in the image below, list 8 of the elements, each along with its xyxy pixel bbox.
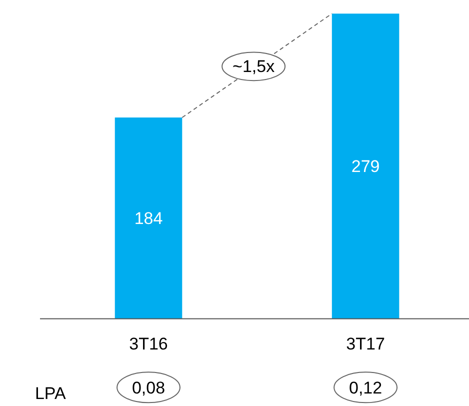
text: 0,08 <box>132 378 166 398</box>
data-label: 279 <box>351 157 380 176</box>
text: 0,12 <box>349 378 382 398</box>
annotation: ~1,5x <box>232 56 276 76</box>
text: LPA <box>34 384 67 404</box>
data-label: 184 <box>134 209 163 228</box>
x-tick-label: 3T16 <box>129 334 168 354</box>
x-tick-label: 3T17 <box>346 334 385 354</box>
